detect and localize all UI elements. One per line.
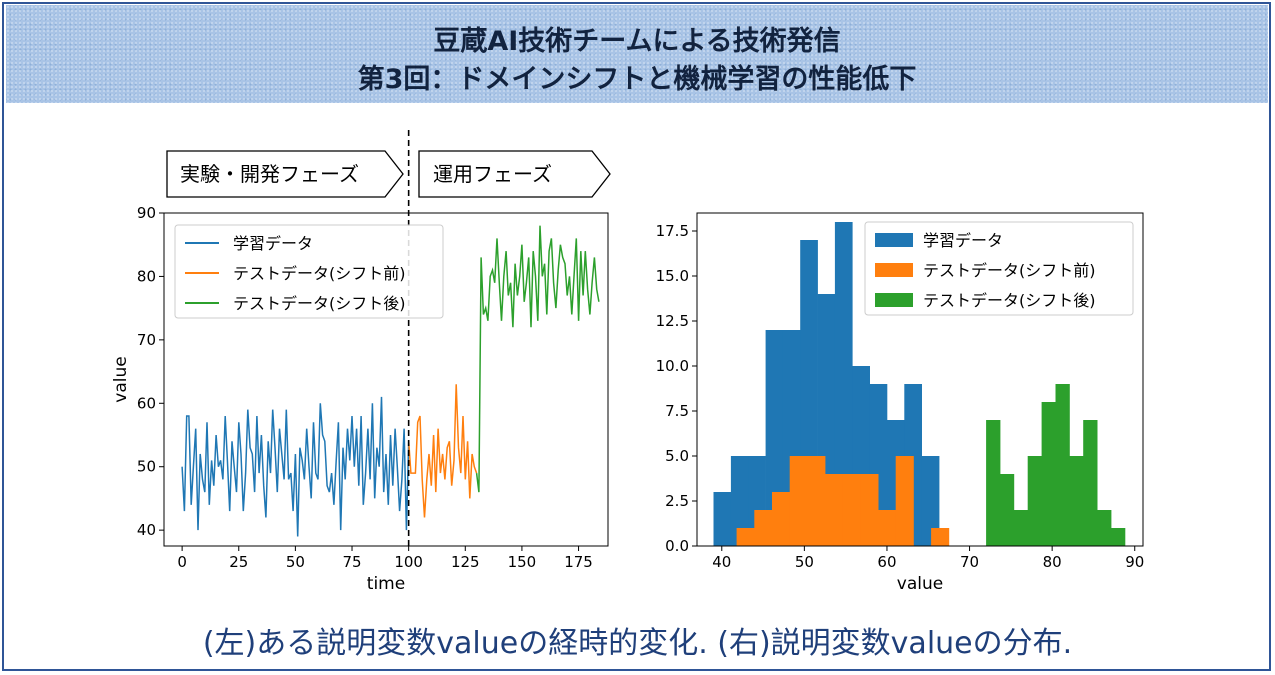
header-title-line2: 第3回：ドメインシフトと機械学習の性能低下	[357, 64, 917, 95]
y-tick-label: 80	[137, 267, 156, 285]
ops-phase-arrow	[418, 150, 611, 198]
legend-swatch	[875, 263, 913, 277]
histogram-bar	[1041, 402, 1056, 546]
y-tick-label: 0.0	[665, 537, 689, 555]
legend-label: テストデータ(シフト後)	[923, 291, 1096, 310]
histogram-bar	[1111, 528, 1126, 546]
x-tick-label: 0	[177, 553, 187, 571]
histogram-bar	[842, 474, 861, 546]
x-tick-label: 50	[795, 553, 814, 571]
y-tick-label: 70	[137, 331, 156, 349]
histogram-bar	[713, 492, 732, 546]
histogram-bar	[789, 456, 808, 546]
x-tick-label: 50	[286, 553, 305, 571]
histogram-bar	[860, 474, 879, 546]
y-axis-label: value	[111, 356, 131, 402]
histogram-bar	[1083, 420, 1098, 546]
histogram-bar	[1097, 510, 1112, 546]
y-tick-label: 2.5	[665, 492, 689, 510]
y-tick-label: 10.0	[656, 357, 689, 375]
dev-phase-label: 実験・開発フェーズ	[180, 162, 359, 186]
legend-swatch	[875, 293, 913, 307]
legend-box	[864, 221, 1134, 316]
x-axis-label: time	[367, 574, 405, 594]
figure-caption: (左)ある説明変数valueの経時的変化. (右)説明変数valueの分布.	[202, 626, 1073, 661]
histogram-bar	[772, 492, 791, 546]
x-axis-label: value	[897, 574, 943, 594]
y-tick-label: 50	[137, 458, 156, 476]
legend-box	[174, 224, 444, 319]
legend-label: 学習データ	[233, 234, 313, 253]
histogram-bar	[807, 456, 826, 546]
header-title-line1: 豆蔵AI技術チームによる技術発信	[433, 26, 841, 57]
histogram-bar	[1055, 384, 1070, 546]
x-tick-label: 75	[342, 553, 361, 571]
header-banner: 豆蔵AI技術チームによる技術発信 第3回：ドメインシフトと機械学習の性能低下	[6, 5, 1268, 103]
histogram-bar	[834, 222, 853, 546]
histogram-bar	[1027, 456, 1042, 546]
y-tick-label: 40	[137, 521, 156, 539]
plot-frame	[696, 212, 1144, 547]
x-tick-label: 25	[229, 553, 248, 571]
legend-swatch	[875, 233, 913, 247]
series-line	[475, 225, 600, 493]
y-tick-label: 7.5	[665, 402, 689, 420]
plot-frame	[163, 212, 609, 547]
y-tick-label: 17.5	[656, 222, 689, 240]
x-tick-label: 90	[1125, 553, 1144, 571]
y-tick-label: 5.0	[665, 447, 689, 465]
x-tick-label: 125	[451, 553, 480, 571]
legend-label: 学習データ	[923, 231, 1003, 250]
x-tick-label: 150	[508, 553, 537, 571]
histogram-bar	[921, 456, 940, 546]
series-line	[407, 384, 478, 518]
histogram-bar	[878, 510, 897, 546]
histogram-bar	[931, 528, 950, 546]
x-tick-label: 80	[1043, 553, 1062, 571]
histogram-bar	[986, 420, 1001, 546]
x-tick-label: 40	[712, 553, 731, 571]
legend-label: テストデータ(シフト前)	[923, 261, 1096, 280]
x-tick-label: 100	[394, 553, 423, 571]
y-tick-label: 90	[137, 204, 156, 222]
series-line	[181, 396, 410, 537]
y-tick-label: 12.5	[656, 312, 689, 330]
dev-phase-arrow	[166, 150, 404, 198]
histogram-bar	[754, 510, 773, 546]
histogram-bar	[999, 474, 1015, 546]
legend-label: テストデータ(シフト前)	[233, 264, 406, 283]
histogram-bar	[730, 456, 749, 546]
x-tick-label: 60	[877, 553, 896, 571]
ops-phase-label: 運用フェーズ	[433, 162, 552, 186]
histogram-bar	[1069, 456, 1084, 546]
x-tick-label: 70	[960, 553, 979, 571]
histogram-bar	[736, 528, 755, 546]
legend-label: テストデータ(シフト後)	[233, 294, 406, 313]
histogram-bar	[895, 456, 914, 546]
x-tick-label: 175	[564, 553, 593, 571]
y-tick-label: 60	[137, 394, 156, 412]
y-tick-label: 15.0	[656, 267, 689, 285]
histogram-bar	[1013, 510, 1029, 546]
histogram-bar	[825, 474, 844, 546]
